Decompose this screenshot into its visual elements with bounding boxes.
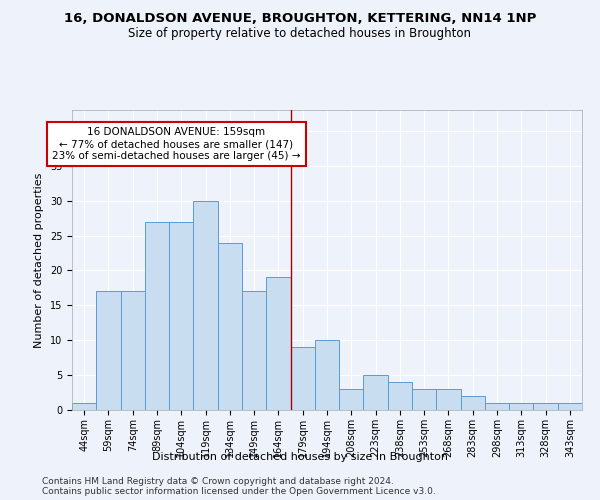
Text: Size of property relative to detached houses in Broughton: Size of property relative to detached ho… <box>128 28 472 40</box>
Bar <box>315 340 339 410</box>
Bar <box>145 222 169 410</box>
Bar <box>266 278 290 410</box>
Bar <box>509 403 533 410</box>
Bar <box>412 389 436 410</box>
Bar <box>436 389 461 410</box>
Text: 16, DONALDSON AVENUE, BROUGHTON, KETTERING, NN14 1NP: 16, DONALDSON AVENUE, BROUGHTON, KETTERI… <box>64 12 536 26</box>
Bar <box>533 403 558 410</box>
Bar <box>558 403 582 410</box>
Bar <box>96 292 121 410</box>
Text: Contains HM Land Registry data © Crown copyright and database right 2024.: Contains HM Land Registry data © Crown c… <box>42 476 394 486</box>
Text: 16 DONALDSON AVENUE: 159sqm
← 77% of detached houses are smaller (147)
23% of se: 16 DONALDSON AVENUE: 159sqm ← 77% of det… <box>52 128 301 160</box>
Bar <box>485 403 509 410</box>
Text: Distribution of detached houses by size in Broughton: Distribution of detached houses by size … <box>152 452 448 462</box>
Y-axis label: Number of detached properties: Number of detached properties <box>34 172 44 348</box>
Bar <box>388 382 412 410</box>
Bar <box>339 389 364 410</box>
Bar <box>290 347 315 410</box>
Bar <box>72 403 96 410</box>
Bar <box>461 396 485 410</box>
Bar <box>218 242 242 410</box>
Bar <box>121 292 145 410</box>
Bar <box>193 200 218 410</box>
Bar <box>169 222 193 410</box>
Bar <box>364 375 388 410</box>
Bar <box>242 292 266 410</box>
Text: Contains public sector information licensed under the Open Government Licence v3: Contains public sector information licen… <box>42 486 436 496</box>
